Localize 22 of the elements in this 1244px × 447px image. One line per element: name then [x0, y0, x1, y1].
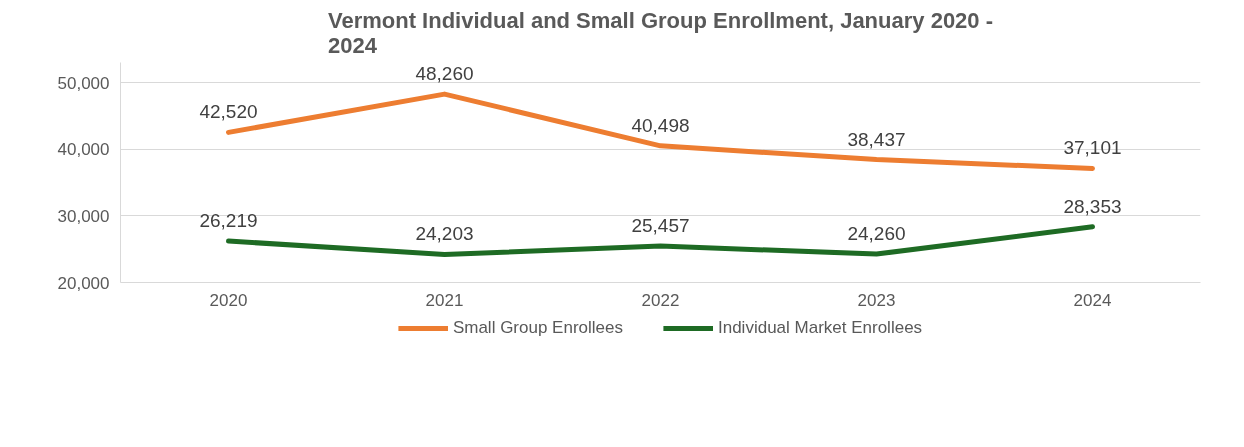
data-label: 28,353 [1063, 195, 1122, 217]
y-tick-label: 30,000 [57, 206, 110, 226]
x-tick-label: 2022 [641, 290, 680, 310]
legend-label: Individual Market Enrollees [717, 318, 923, 338]
data-label: 26,219 [199, 210, 258, 232]
data-label: 48,260 [415, 63, 474, 85]
data-label: 25,457 [631, 215, 690, 237]
x-tick-label: 2021 [425, 290, 464, 310]
x-tick-label: 2024 [1073, 290, 1112, 310]
chart-title: Vermont Individual and Small Group Enrollment, January 2020 - 2024 [327, 7, 994, 58]
y-tick-label: 20,000 [57, 273, 110, 293]
data-label: 42,520 [199, 101, 258, 123]
data-label: 40,498 [631, 114, 690, 136]
data-label: 24,260 [847, 223, 906, 245]
data-label: 24,203 [415, 223, 474, 245]
data-label: 38,437 [847, 128, 906, 150]
y-tick-label: 40,000 [57, 140, 110, 160]
x-tick-label: 2023 [857, 290, 896, 310]
y-tick-label: 50,000 [57, 73, 110, 93]
data-label: 37,101 [1063, 137, 1122, 159]
x-tick-label: 2020 [209, 290, 248, 310]
legend-label: Small Group Enrollees [452, 318, 623, 338]
